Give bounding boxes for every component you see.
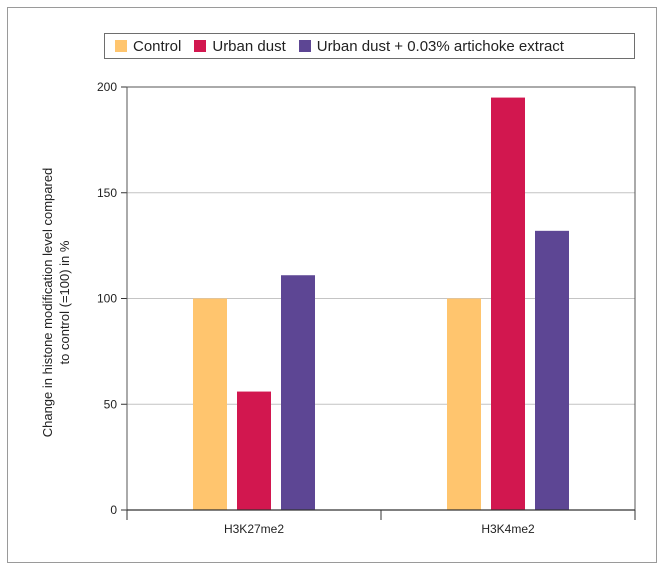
- bar-H3K27me2-2: [281, 275, 315, 510]
- legend-item-0: Control: [115, 38, 181, 55]
- y-axis-title-line-2: to control (=100) in %: [57, 240, 72, 364]
- bar-H3K27me2-0: [193, 298, 227, 510]
- y-axis-title-line-1: Change in histone modification level com…: [40, 168, 55, 438]
- y-tick-label-100: 100: [97, 292, 117, 306]
- legend-swatch-0: [115, 40, 127, 52]
- y-tick-label-150: 150: [97, 186, 117, 200]
- y-tick-label-50: 50: [104, 397, 118, 411]
- bar-H3K4me2-1: [491, 97, 525, 510]
- axes: [121, 86, 636, 520]
- y-tick-label-0: 0: [110, 503, 117, 517]
- legend-label-1: Urban dust: [212, 37, 286, 55]
- x-tick-label-H3K4me2: H3K4me2: [481, 522, 535, 536]
- bars: [193, 97, 569, 510]
- legend-item-1: Urban dust: [194, 37, 286, 55]
- x-tick-label-H3K27me2: H3K27me2: [224, 522, 284, 536]
- legend-swatch-1: [194, 40, 207, 52]
- bar-H3K4me2-0: [447, 298, 481, 510]
- legend-label-0: Control: [133, 37, 182, 55]
- legend-swatch-2: [298, 40, 311, 52]
- y-tick-label-200: 200: [97, 80, 117, 94]
- tick-labels: 0 50 100 150 200 H3K27me2 H3K4me2: [97, 80, 535, 536]
- bar-H3K4me2-2: [535, 230, 569, 510]
- bar-H3K27me2-1: [237, 391, 271, 510]
- legend: Control Urban dust Urban dust + 0.03% arti…: [104, 33, 635, 59]
- legend-label-2: Urban dust + 0.03% artichoke extract: [316, 37, 564, 55]
- legend-item-2: Urban dust + 0.03% artichoke extract: [298, 37, 564, 55]
